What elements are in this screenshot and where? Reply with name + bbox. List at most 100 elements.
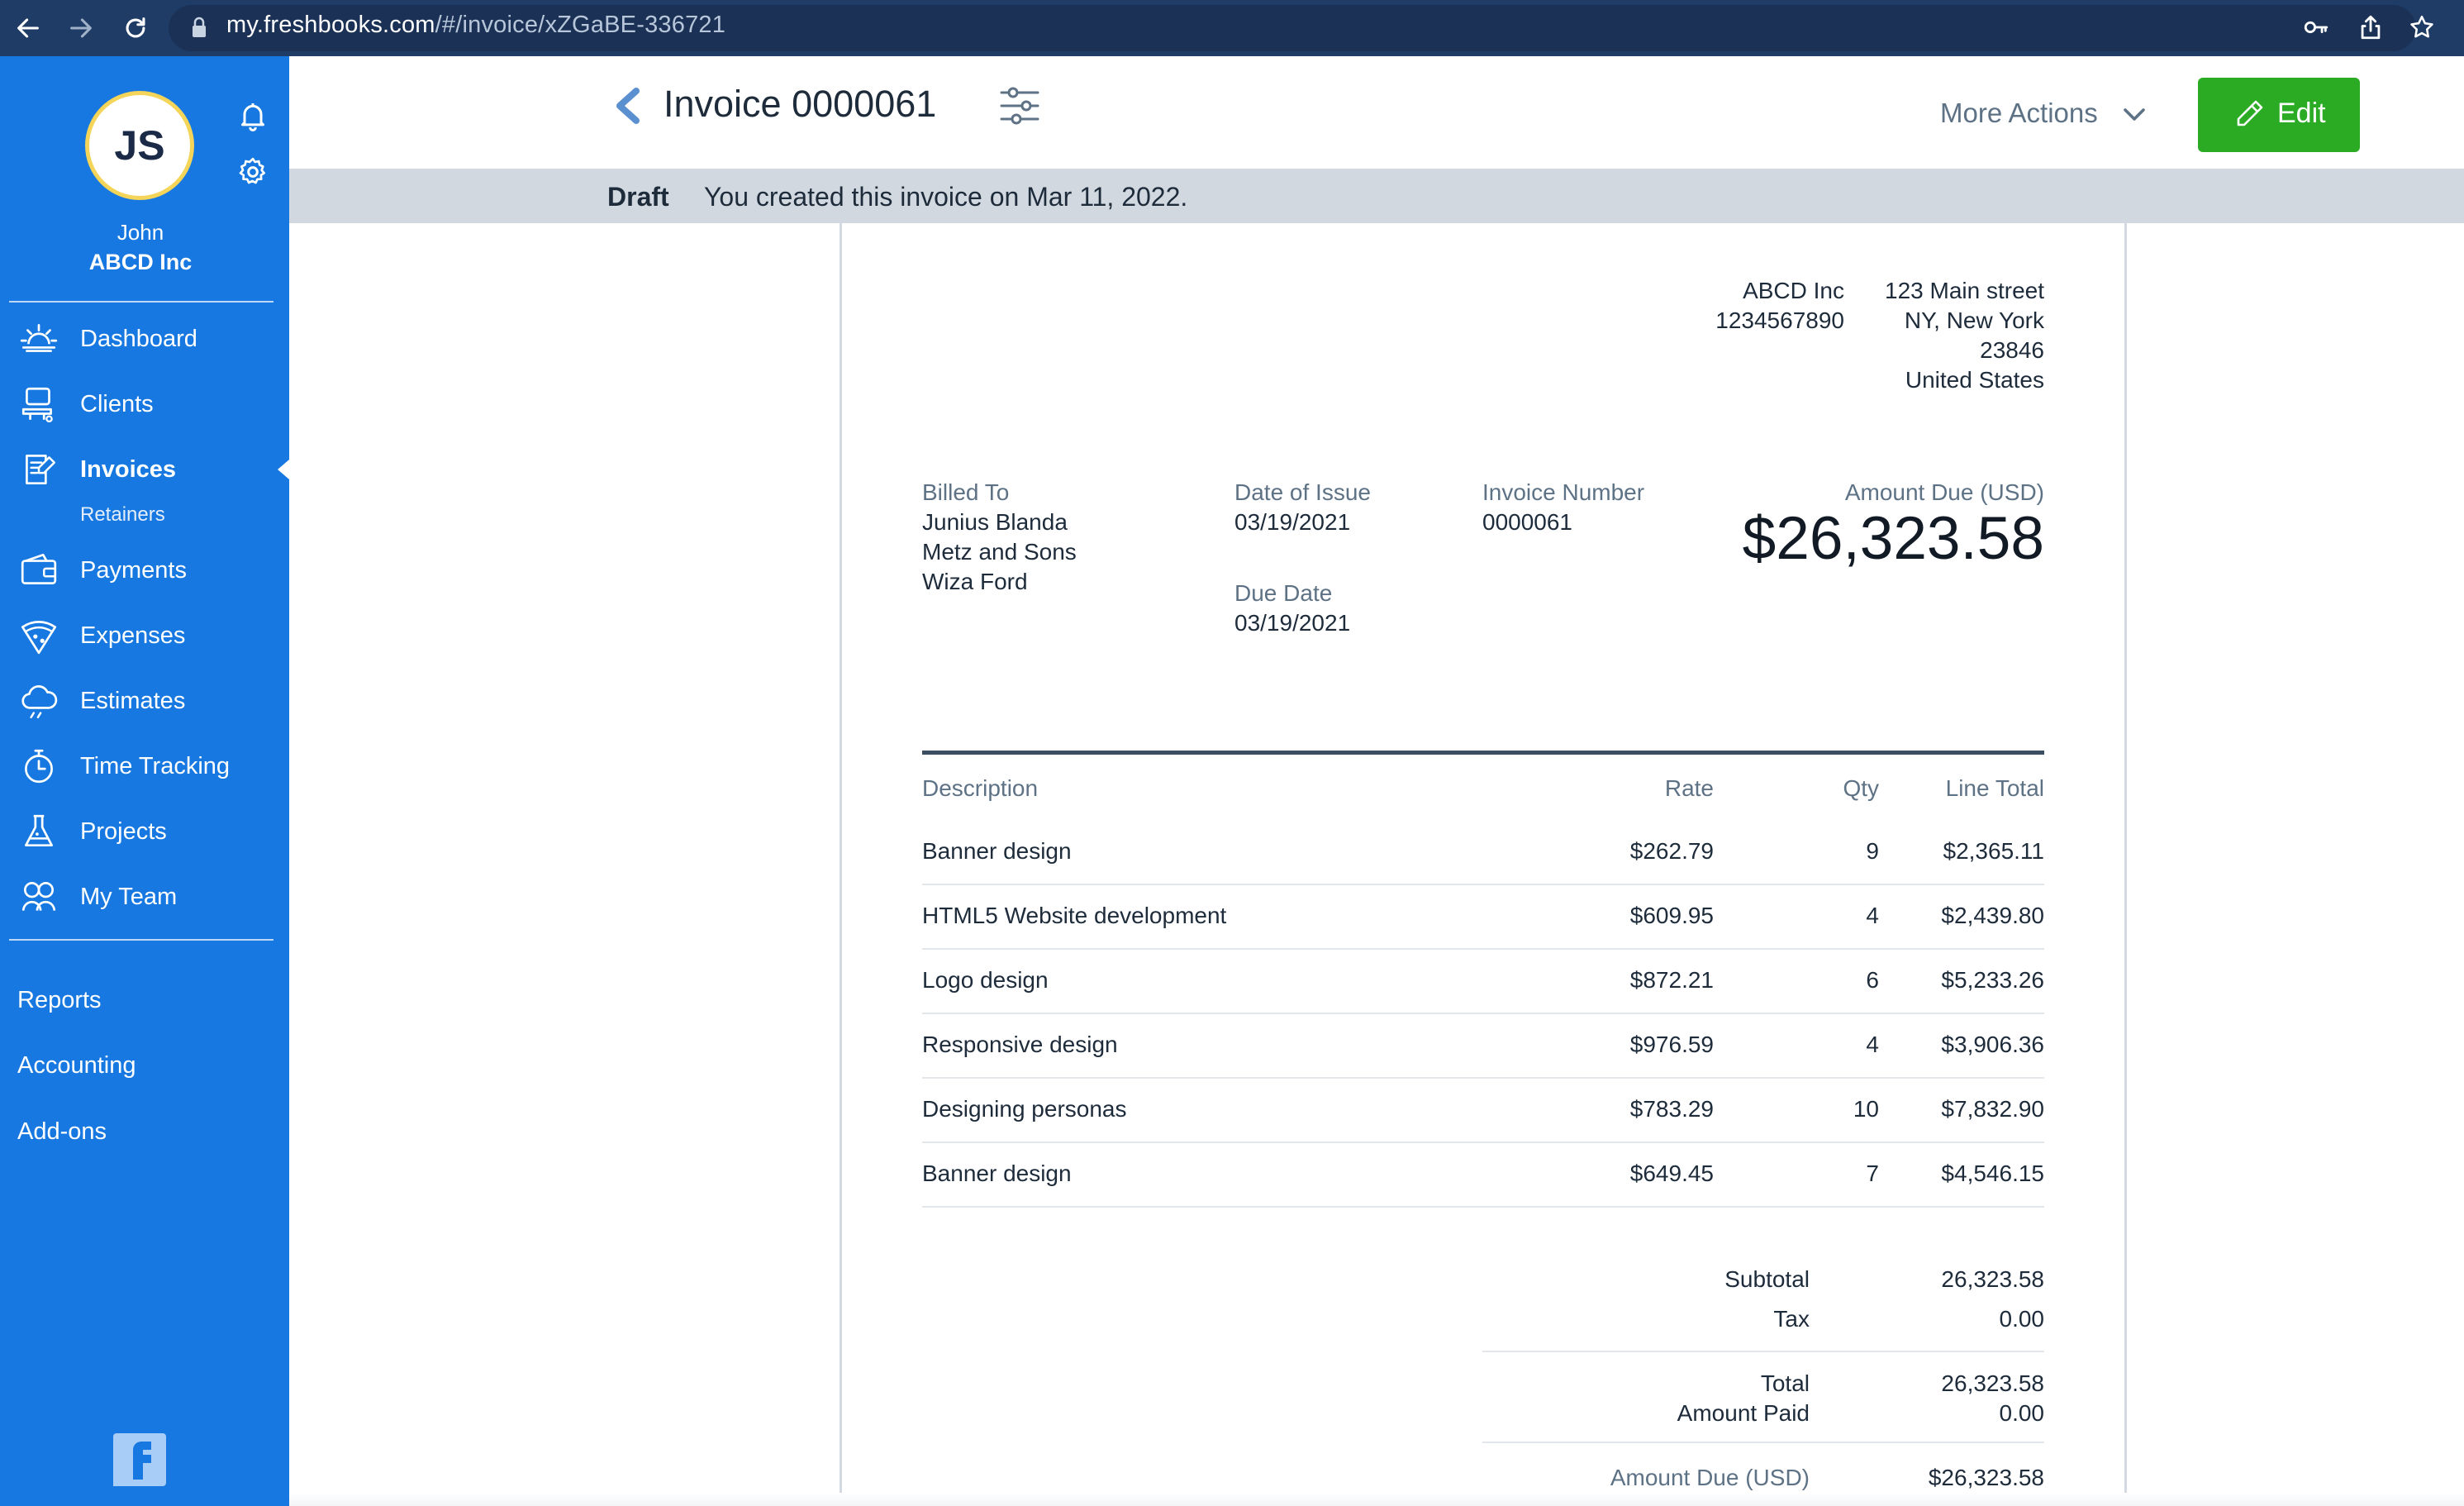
bookmark-star-icon[interactable] <box>2408 13 2436 41</box>
arrow-left-icon <box>17 18 39 38</box>
url-host: my.freshbooks.com <box>226 12 435 38</box>
user-name: John <box>117 220 164 245</box>
column-header-description: Description <box>922 775 1039 801</box>
browser-forward-button[interactable] <box>64 12 98 45</box>
company-country: United States <box>1905 367 2044 393</box>
estimates-cloud-icon <box>21 685 58 719</box>
billed-to-label: Billed To <box>922 479 1010 505</box>
more-actions-dropdown[interactable]: More Actions <box>1940 98 2098 128</box>
active-indicator <box>278 460 289 479</box>
invoice-number-value: 0000061 <box>1482 509 1573 535</box>
billed-to-line: Junius Blanda <box>922 509 1068 535</box>
subtotal-label: Subtotal <box>1724 1266 1810 1292</box>
table-row-divider <box>922 948 2044 950</box>
freshbooks-logo-icon <box>113 1433 166 1486</box>
table-row-divider <box>922 1141 2044 1143</box>
billed-to-line: Metz and Sons <box>922 539 1077 565</box>
page-header <box>289 56 2464 169</box>
gear-icon[interactable] <box>236 155 269 188</box>
sidebar-item-estimates[interactable]: Estimates <box>0 676 289 726</box>
browser-back-button[interactable] <box>12 12 45 45</box>
lock-icon <box>193 17 206 37</box>
sidebar-link-add-ons[interactable]: Add-ons <box>17 1118 107 1145</box>
sidebar-item-invoices[interactable]: Invoices <box>0 445 289 494</box>
line-total: $7,832.90 <box>1941 1096 2044 1122</box>
clients-icon <box>21 387 53 422</box>
sidebar-link-accounting[interactable]: Accounting <box>17 1052 136 1079</box>
line-description: Logo design <box>922 967 1049 993</box>
table-row-divider <box>922 1206 2044 1208</box>
tax-label: Tax <box>1773 1306 1810 1332</box>
dashboard-sun-icon <box>20 323 58 352</box>
sidebar-item-label: Time Tracking <box>80 752 231 779</box>
line-rate: $262.79 <box>1629 838 1714 864</box>
amount-due-value: $26,323.58 <box>1742 505 2044 572</box>
summary-amount-due-label: Amount Due (USD) <box>1610 1465 1810 1490</box>
invoices-icon <box>26 454 55 485</box>
status-message: You created this invoice on Mar 11, 2022… <box>704 182 1188 212</box>
key-icon[interactable] <box>2302 13 2330 41</box>
line-rate: $872.21 <box>1629 967 1714 993</box>
table-row-divider <box>922 884 2044 885</box>
sidebar-link-reports[interactable]: Reports <box>17 987 102 1013</box>
company-street: 123 Main street <box>1885 278 2044 303</box>
company-zip: 23846 <box>1980 337 2044 363</box>
avatar[interactable]: JS <box>85 91 194 200</box>
page-bottom-fade <box>289 1493 2464 1506</box>
status-badge: Draft <box>607 182 669 212</box>
sidebar-item-expenses[interactable]: Expenses <box>0 611 289 660</box>
sidebar-item-projects[interactable]: Projects <box>0 807 289 856</box>
line-description: Banner design <box>922 838 1072 864</box>
sidebar-item-payments[interactable]: Payments <box>0 546 289 595</box>
line-total: $4,546.15 <box>1941 1160 2044 1186</box>
line-qty: 4 <box>1866 903 1879 928</box>
browser-reload-button[interactable] <box>119 12 152 45</box>
line-description: Designing personas <box>922 1096 1127 1122</box>
line-qty: 6 <box>1866 967 1879 993</box>
line-description: HTML5 Website development <box>922 903 1227 928</box>
edit-button[interactable]: Edit <box>2198 78 2360 152</box>
billed-to-line: Wiza Ford <box>922 569 1028 594</box>
line-description: Banner design <box>922 1160 1072 1186</box>
total-value: 26,323.58 <box>1941 1370 2044 1396</box>
company-city: NY, New York <box>1904 307 2044 333</box>
sidebar-item-label: Estimates <box>80 687 186 714</box>
chevron-left-icon[interactable] <box>611 86 645 126</box>
line-rate: $783.29 <box>1629 1096 1714 1122</box>
url-text: my.freshbooks.com/#/invoice/xZGaBE-33672… <box>226 12 725 39</box>
summary-divider <box>1482 1351 2044 1352</box>
sidebar-item-my-team[interactable]: My Team <box>0 872 289 922</box>
invoice-status-bar <box>289 169 2464 223</box>
sidebar-item-label: Payments <box>80 556 187 584</box>
sliders-icon[interactable] <box>997 83 1043 129</box>
due-date-value: 03/19/2021 <box>1234 610 1351 636</box>
line-total: $5,233.26 <box>1941 967 2044 993</box>
reload-icon <box>126 17 145 38</box>
sidebar-item-label: Expenses <box>80 622 186 649</box>
invoice-number-label: Invoice Number <box>1482 479 1645 505</box>
sidebar: JS John ABCD Inc Dashboard Clients Invoi… <box>0 56 289 1506</box>
avatar-initials: JS <box>114 122 165 169</box>
table-top-rule <box>922 751 2044 755</box>
chevron-down-icon[interactable] <box>2120 102 2148 127</box>
line-description: Responsive design <box>922 1032 1118 1057</box>
sidebar-item-label: Clients <box>80 390 154 417</box>
expenses-pizza-icon <box>21 620 57 655</box>
line-qty: 10 <box>1853 1096 1879 1122</box>
total-label: Total <box>1760 1370 1810 1396</box>
sidebar-item-time-tracking[interactable]: Time Tracking <box>0 741 289 791</box>
line-total: $2,365.11 <box>1943 838 2045 864</box>
sidebar-item-clients[interactable]: Clients <box>0 379 289 429</box>
edit-button-label: Edit <box>2277 98 2326 129</box>
bell-icon[interactable] <box>236 99 269 132</box>
share-icon[interactable] <box>2357 13 2385 41</box>
flask-icon <box>25 814 53 847</box>
address-bar[interactable] <box>169 5 2416 51</box>
sidebar-item-label: Invoices <box>80 455 177 483</box>
sidebar-divider <box>9 301 274 303</box>
line-qty: 7 <box>1866 1160 1879 1186</box>
sidebar-subitem-retainers[interactable]: Retainers <box>80 503 165 526</box>
sidebar-item-dashboard[interactable]: Dashboard <box>0 314 289 364</box>
line-qty: 9 <box>1866 838 1879 864</box>
sidebar-divider <box>9 939 274 941</box>
